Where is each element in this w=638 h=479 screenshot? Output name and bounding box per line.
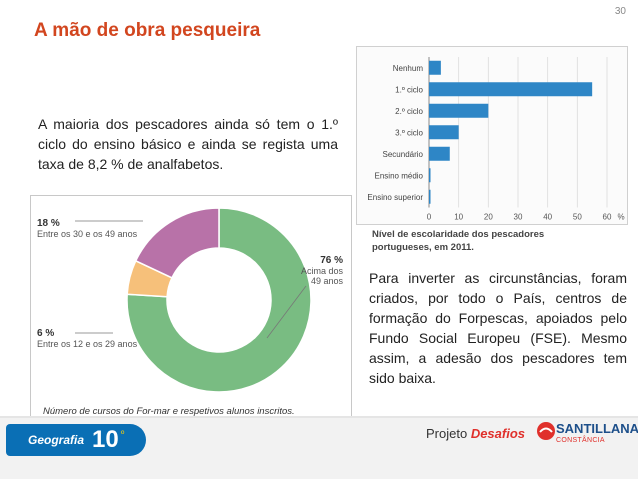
slice-text-18: Entre os 30 e os 49 anos	[37, 229, 138, 239]
donut-slice-0	[126, 207, 312, 393]
body-paragraph: Para inverter as circunstâncias, foram c…	[369, 270, 627, 386]
intro-paragraph: A maioria dos pescadores ainda só tem o …	[38, 116, 338, 172]
slice-label-6: 6 % Entre os 12 e os 29 anos	[37, 328, 138, 350]
bar-chart-panel: 0 10 20 30 40 50 60% Nenhum 1.º ciclo 2.º ciclo 3.…	[356, 46, 628, 225]
project-name: Desafios	[470, 426, 526, 441]
bar-chart-caption: Nível de escolaridade dos pescadores por…	[372, 229, 545, 253]
x-tick-label: 0	[427, 213, 432, 222]
footer: Geografia 10 º Projeto Desafios SANTILLA…	[0, 416, 638, 479]
x-tick-label: 40	[543, 213, 552, 222]
x-tick-label: 10	[454, 213, 463, 222]
project-logo: Projeto Desafios	[426, 426, 525, 441]
slice-label-18: 18 % Entre os 30 e os 49 anos	[37, 218, 138, 240]
x-tick-label: 50	[573, 213, 582, 222]
bar	[429, 125, 459, 140]
bar-chart: 0 10 20 30 40 50 60 % Nenhum 1.º ciclo 2.º ciclo 3.…	[367, 57, 625, 222]
project-prefix: Projeto	[426, 426, 471, 441]
slice-text-6: Entre os 12 e os 29 anos	[37, 339, 138, 349]
category-label: 1.º ciclo	[395, 85, 423, 94]
donut-chart	[75, 207, 312, 393]
bar	[429, 60, 441, 75]
page-number: 30	[614, 6, 626, 17]
brand-sub: CONSTÂNCIA	[556, 437, 605, 444]
subject-badge: Geografia 10 º	[6, 424, 146, 456]
category-label: Ensino médio	[375, 171, 424, 180]
footer-divider	[0, 416, 638, 418]
brand-name: SANTILLANA	[556, 421, 638, 436]
x-tick-label: 60	[603, 213, 612, 222]
bar	[429, 168, 431, 183]
category-label: Ensino superior	[367, 193, 423, 202]
slice-label-76: 76 % Acima dos 49 anos	[297, 255, 343, 287]
subject-label: Geografia	[28, 433, 85, 447]
slice-text-76: Acima dos 49 anos	[300, 266, 343, 286]
slice-value-18: 18 %	[37, 218, 60, 229]
category-label: Nenhum	[393, 64, 424, 73]
donut-caption: Número de cursos do For-mar e respetivos…	[43, 406, 295, 417]
bar	[429, 189, 431, 204]
slice-value-76: 76 %	[320, 255, 343, 266]
grade-ordinal: º	[121, 429, 125, 439]
x-tick-label: 30	[514, 213, 523, 222]
category-label: Secundário	[383, 150, 424, 159]
donut-slice-2	[134, 207, 220, 279]
slice-value-6: 6 %	[37, 328, 55, 339]
bar	[429, 82, 593, 97]
santillana-logo-icon	[537, 422, 555, 440]
donut-chart-panel: 18 % Entre os 30 e os 49 anos 6 % Entre …	[30, 195, 352, 429]
bar	[429, 103, 489, 118]
grade-number: 10	[92, 426, 119, 453]
x-axis-unit: %	[617, 213, 624, 222]
page-title: A mão de obra pesqueira	[34, 20, 261, 41]
bar	[429, 146, 450, 161]
category-label: 2.º ciclo	[395, 107, 423, 116]
x-tick-label: 20	[484, 213, 493, 222]
category-label: 3.º ciclo	[395, 128, 423, 137]
